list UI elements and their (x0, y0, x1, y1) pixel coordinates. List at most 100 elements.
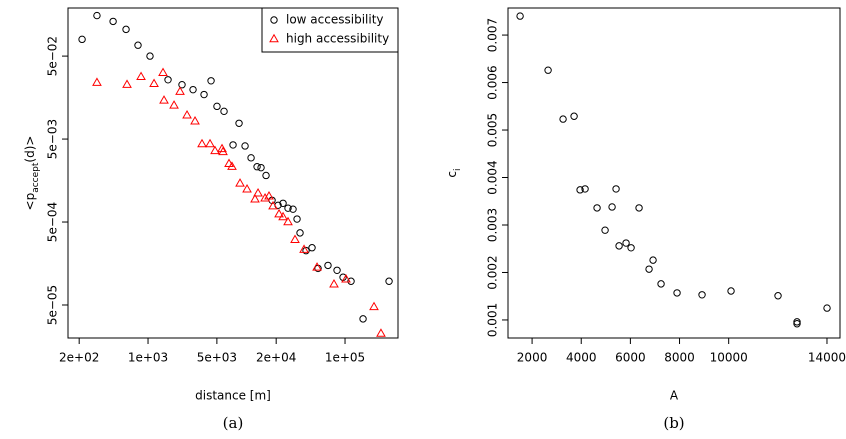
y-axis-title-part: accept (31, 162, 41, 193)
circle-point (229, 141, 237, 149)
triangle-point (158, 67, 168, 77)
triangle-point (250, 193, 260, 203)
circle-point (308, 244, 316, 252)
y-tick-label: 0.004 (486, 160, 500, 194)
circle-point (247, 154, 255, 162)
plot-frame (67, 7, 399, 339)
circle-point (793, 320, 801, 328)
triangle-point (269, 33, 279, 43)
x-axis-title: distance [m] (195, 389, 271, 403)
triangle-point (312, 262, 322, 271)
circle-point (207, 77, 215, 85)
y-tick-label: 0.001 (486, 303, 500, 337)
circle-point (93, 11, 101, 20)
circle-point (134, 41, 142, 49)
triangle-point (224, 158, 234, 167)
y-axis-title-part: i (453, 168, 463, 171)
circle-point (823, 304, 831, 312)
circle-point (698, 291, 706, 299)
legend-label: high accessibility (286, 32, 389, 46)
y-tick-label: 5e−02 (46, 36, 60, 76)
circle-point (302, 246, 310, 255)
triangle-point (182, 110, 192, 119)
circle-point (146, 52, 154, 60)
y-axis-title: <paccept(d)> (23, 136, 41, 211)
circle-point (673, 289, 681, 297)
circle-point (293, 215, 301, 223)
circle-point (78, 35, 86, 44)
x-tick-label: 2e+02 (59, 351, 99, 365)
x-tick-label: 1e+05 (325, 351, 365, 365)
circle-point (122, 25, 130, 34)
circle-point (178, 81, 186, 89)
x-tick-label: 5e+03 (197, 351, 237, 365)
circle-point (516, 12, 524, 20)
y-tick-label: 0.003 (486, 208, 500, 242)
y-tick-label: 5e−05 (46, 285, 60, 325)
x-tick-label: 2000 (517, 351, 548, 365)
y-axis-title-part: <p (23, 193, 37, 211)
circle-point (645, 265, 653, 273)
circle-point (774, 292, 782, 300)
circle-point (793, 318, 801, 326)
circle-point (279, 199, 287, 207)
circle-point (262, 171, 270, 180)
triangle-point (329, 278, 339, 288)
triangle-point (274, 208, 284, 218)
triangle-point (369, 301, 379, 311)
y-tick-label: 0.005 (486, 113, 500, 147)
circle-point (235, 119, 243, 127)
circle-point (253, 163, 261, 171)
y-tick-label: 5e−03 (46, 119, 60, 159)
caption: (a) (223, 414, 244, 432)
triangle-point (149, 78, 159, 87)
triangle-point (341, 273, 351, 283)
triangle-point (299, 244, 309, 253)
x-tick-label: 2e+04 (256, 351, 296, 365)
circle-point (593, 204, 601, 212)
circle-point (289, 205, 297, 213)
triangle-point (227, 161, 237, 170)
circle-point (627, 244, 635, 252)
x-tick-label: 10000 (710, 351, 748, 365)
circle-point (576, 186, 584, 194)
triangle-point (235, 178, 245, 187)
triangle-point (290, 234, 300, 244)
triangle-point (278, 211, 288, 221)
triangle-point (122, 79, 132, 88)
circle-point (109, 17, 117, 26)
circle-point (570, 112, 578, 120)
circle-point (189, 85, 197, 94)
x-tick-label: 4000 (566, 351, 597, 365)
circle-point (385, 277, 393, 285)
triangle-point (218, 146, 228, 156)
triangle-point (169, 100, 179, 109)
x-tick-label: 6000 (615, 351, 646, 365)
x-axis-title: A (670, 389, 679, 403)
triangle-point (197, 138, 207, 148)
circle-point (649, 256, 657, 264)
circle-point (544, 66, 552, 74)
legend-box (261, 7, 399, 53)
circle-point (581, 185, 589, 193)
circle-point (347, 277, 355, 285)
triangle-point (190, 116, 200, 125)
triangle-point (92, 77, 102, 86)
x-tick-label: 14000 (808, 351, 846, 365)
triangle-point (268, 200, 278, 210)
triangle-point (376, 328, 386, 337)
triangle-point (260, 192, 270, 202)
y-axis-title-part: c (445, 171, 459, 178)
y-axis-title: ci (445, 168, 463, 177)
circle-point (324, 261, 332, 270)
circle-point (220, 107, 228, 116)
circle-point (612, 185, 620, 193)
circle-point (657, 280, 665, 288)
circle-point (635, 204, 643, 212)
triangle-point (242, 183, 252, 193)
y-axis-title-part: (d)> (23, 136, 37, 163)
triangle-point (264, 191, 274, 200)
circle-point (601, 226, 609, 234)
circle-point (727, 287, 735, 295)
legend-label: low accessibility (286, 13, 384, 27)
